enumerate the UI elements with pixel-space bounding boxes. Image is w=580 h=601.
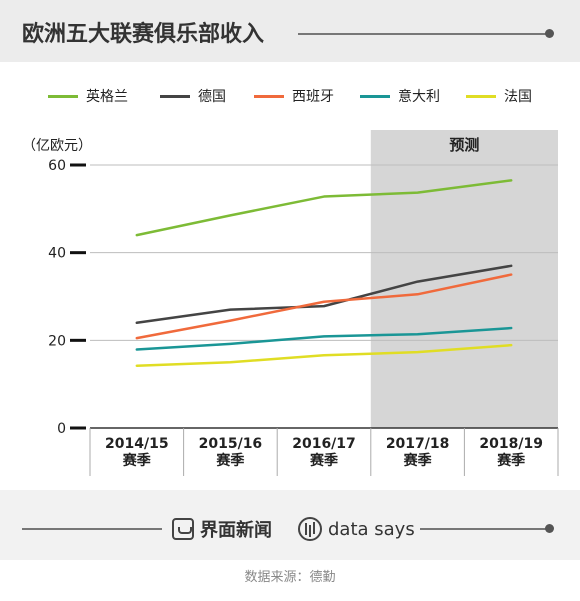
legend-label: 西班牙	[292, 89, 334, 105]
footer-band	[0, 490, 580, 560]
legend-label: 法国	[504, 89, 532, 105]
series-line	[135, 326, 513, 351]
datasays-logo-icon	[298, 517, 322, 541]
legend-label: 英格兰	[86, 89, 128, 105]
legend-label: 德国	[198, 89, 226, 105]
footer-dot	[545, 524, 554, 533]
y-axis-label: （亿欧元）	[22, 138, 92, 154]
footer-rule-left	[22, 528, 162, 530]
x-tick-label: 2014/15 赛季	[105, 436, 169, 469]
legend-swatch	[254, 94, 284, 98]
legend-swatch	[160, 94, 190, 98]
datasays-logo: data says	[298, 515, 415, 543]
footer-rule-right	[420, 528, 548, 530]
y-tick-mark	[70, 163, 86, 167]
series-line	[135, 264, 513, 325]
series-line	[135, 343, 513, 368]
jiemian-logo-icon	[172, 518, 194, 540]
jiemian-logo: 界面新闻	[172, 515, 272, 543]
legend-item: 西班牙	[254, 86, 334, 106]
y-tick-label: 0	[57, 421, 66, 437]
y-tick-label: 20	[48, 333, 66, 349]
y-tick-label: 40	[48, 246, 66, 262]
legend-swatch	[360, 94, 390, 98]
x-tick-label: 2017/18 赛季	[386, 436, 450, 469]
title-rule	[298, 33, 548, 35]
legend-swatch	[466, 94, 496, 98]
forecast-region	[370, 130, 558, 428]
x-tick-label: 2015/16 赛季	[199, 436, 263, 469]
legend-item: 德国	[160, 86, 226, 106]
legend-swatch	[48, 94, 78, 98]
header-band	[0, 0, 580, 62]
x-tick-label: 2016/17 赛季	[292, 436, 356, 469]
legend-item: 英格兰	[48, 86, 128, 106]
title-dot	[545, 29, 554, 38]
revenue-line-chart: 预测 0 20 40 60 （亿欧元） 2014/15 赛季 2015/16 赛季 2016/17 赛…	[22, 130, 559, 476]
y-tick-mark	[70, 426, 86, 430]
source-note: 数据来源：德勤	[244, 570, 336, 585]
legend-item: 法国	[466, 86, 532, 106]
legend-item: 意大利	[360, 86, 440, 106]
y-tick-label: 60	[48, 158, 66, 174]
x-tick-label: 2018/19 赛季	[479, 436, 543, 469]
legend-label: 意大利	[398, 89, 440, 105]
y-tick-mark	[70, 338, 86, 342]
series-line	[135, 273, 513, 340]
jiemian-logo-text: 界面新闻	[200, 520, 272, 541]
page-title: 欧洲五大联赛俱乐部收入	[22, 22, 265, 47]
forecast-label: 预测	[449, 136, 479, 154]
legend: 英格兰 德国 西班牙 意大利 法国	[0, 86, 580, 106]
datasays-logo-text: data says	[328, 518, 415, 540]
y-tick-mark	[70, 251, 86, 255]
series-line	[135, 179, 513, 237]
